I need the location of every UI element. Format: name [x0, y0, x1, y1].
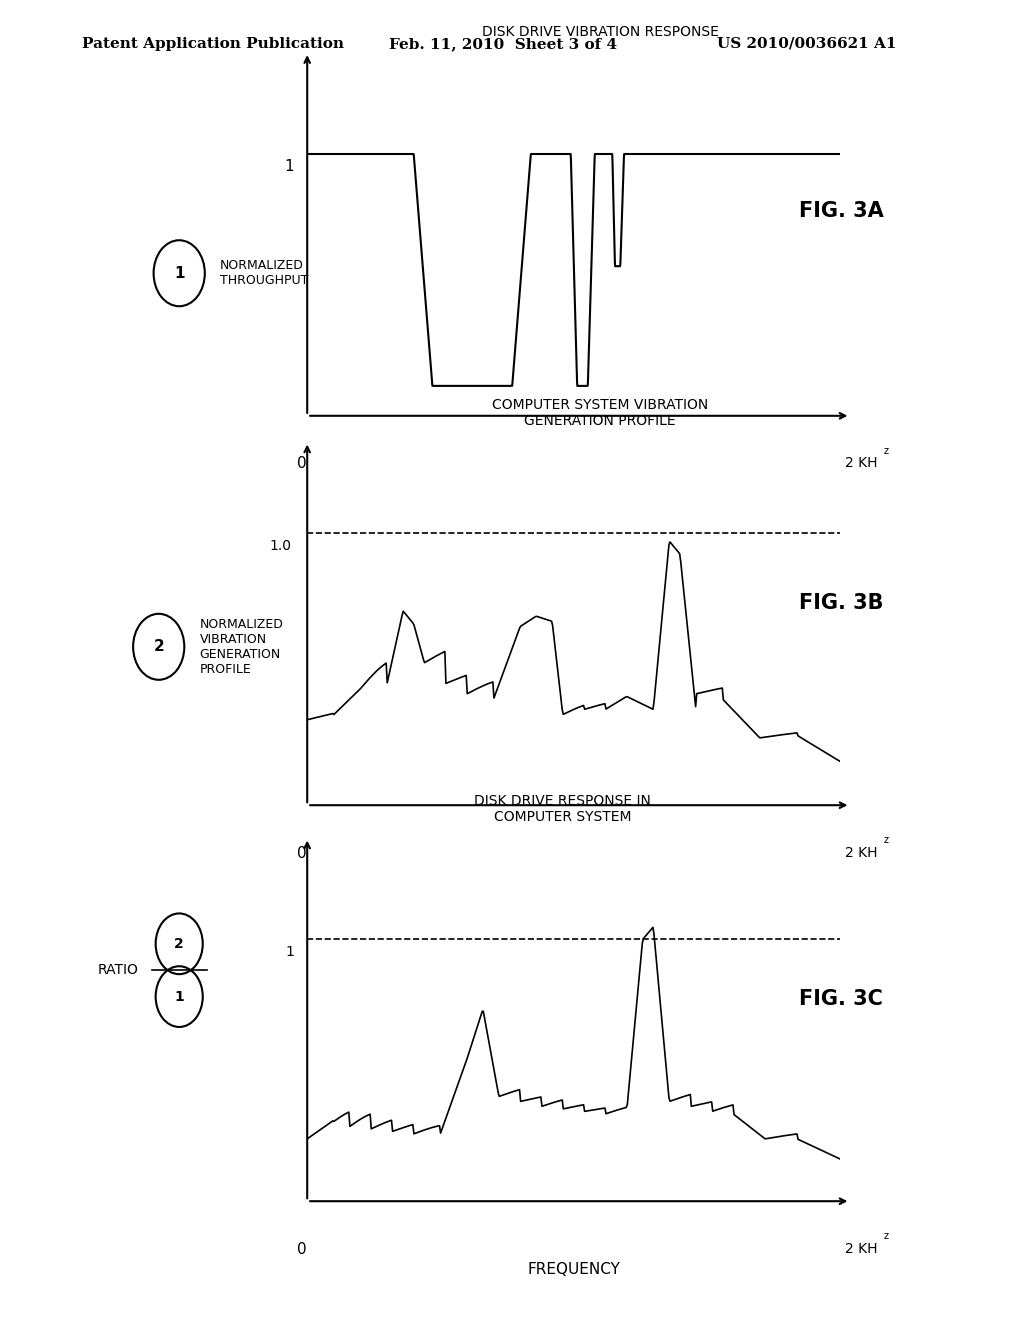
Text: FREQUENCY: FREQUENCY [527, 866, 620, 880]
Text: Feb. 11, 2010  Sheet 3 of 4: Feb. 11, 2010 Sheet 3 of 4 [389, 37, 617, 51]
Text: FIG. 3B: FIG. 3B [799, 593, 884, 614]
Text: z: z [884, 1232, 889, 1242]
Text: 2 KH: 2 KH [845, 846, 878, 859]
Text: COMPUTER SYSTEM VIBRATION
GENERATION PROFILE: COMPUTER SYSTEM VIBRATION GENERATION PRO… [492, 399, 709, 428]
Text: FREQUENCY: FREQUENCY [527, 1262, 620, 1276]
Text: 1: 1 [285, 158, 294, 174]
Text: NORMALIZED
THROUGHPUT: NORMALIZED THROUGHPUT [220, 259, 308, 288]
Text: 1: 1 [285, 945, 294, 958]
Text: FREQUENCY: FREQUENCY [527, 477, 620, 491]
Text: 2: 2 [174, 937, 184, 950]
Text: z: z [884, 446, 889, 457]
Text: 0: 0 [297, 846, 306, 861]
Text: 0: 0 [297, 457, 306, 471]
Text: FIG. 3C: FIG. 3C [799, 989, 883, 1010]
Text: 2 KH: 2 KH [845, 457, 878, 470]
Text: 2 KH: 2 KH [845, 1242, 878, 1255]
Text: RATIO: RATIO [97, 964, 138, 977]
Text: 0: 0 [297, 1242, 306, 1257]
Text: 2: 2 [154, 639, 164, 655]
Text: Patent Application Publication: Patent Application Publication [82, 37, 344, 51]
Text: FIG. 3A: FIG. 3A [799, 201, 884, 222]
Text: 1: 1 [174, 265, 184, 281]
Text: NORMALIZED
VIBRATION
GENERATION
PROFILE: NORMALIZED VIBRATION GENERATION PROFILE [200, 618, 284, 676]
Text: DISK DRIVE RESPONSE IN
COMPUTER SYSTEM: DISK DRIVE RESPONSE IN COMPUTER SYSTEM [474, 795, 651, 824]
Text: z: z [884, 836, 889, 846]
Text: US 2010/0036621 A1: US 2010/0036621 A1 [717, 37, 896, 51]
Text: 1.0: 1.0 [269, 540, 291, 553]
Text: 1: 1 [174, 990, 184, 1003]
Text: DISK DRIVE VIBRATION RESPONSE: DISK DRIVE VIBRATION RESPONSE [481, 25, 719, 38]
